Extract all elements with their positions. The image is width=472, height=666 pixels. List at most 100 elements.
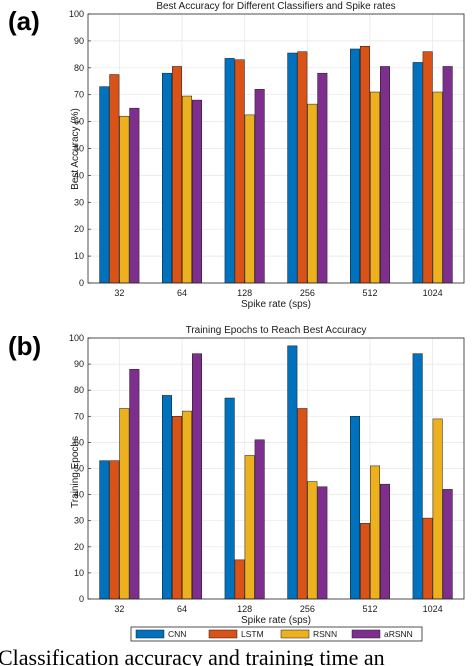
bar-cnn-128	[224, 397, 235, 600]
x-tick-label: 64	[177, 288, 187, 298]
bar-lstm-32	[109, 74, 120, 284]
y-axis-label-b: Training Epochs	[70, 436, 81, 508]
bar-cnn-64	[162, 395, 172, 600]
x-ticks-a: 32 64 128 256 512 1024	[114, 280, 443, 298]
bar-cnn-512	[350, 48, 360, 284]
bar-cnn-1024	[412, 62, 423, 284]
panel-label-b: (b)	[8, 331, 41, 361]
legend-item-lstm: LSTM	[208, 629, 264, 639]
y-tick-label: 90	[74, 36, 84, 46]
bar-arsnn-64	[192, 99, 202, 284]
bar-arsnn-128	[254, 439, 265, 600]
legend-swatch-arsnn	[351, 629, 381, 639]
bar-rsnn-512	[370, 91, 380, 284]
bar-rsnn-32	[119, 408, 130, 600]
bar-rsnn-64	[182, 95, 192, 284]
legend-label-cnn: CNN	[168, 629, 186, 639]
x-tick-label: 32	[114, 604, 124, 614]
y-ticks-a: 0 10 20 30 40 50 60 70 80 90 100	[69, 9, 91, 288]
bar-cnn-256	[287, 52, 298, 284]
x-axis-label-b: Spike rate (sps)	[241, 615, 311, 626]
y-tick-label: 10	[74, 568, 84, 578]
bar-rsnn-256	[307, 103, 318, 284]
bar-cnn-1024	[412, 353, 423, 600]
bar-arsnn-256	[317, 72, 328, 284]
x-tick-label: 256	[300, 604, 315, 614]
bars-b	[99, 345, 453, 600]
y-ticks-b: 0 10 20 30 40 50 60 70 80 90 100	[69, 333, 91, 604]
bar-arsnn-512	[380, 66, 390, 284]
y-tick-label: 70	[74, 411, 84, 421]
panel-b: (b) Training Epochs to Reach Best Accura…	[8, 325, 465, 626]
legend-item-rsnn: RSNN	[280, 629, 337, 639]
legend-item-arsnn: aRSNN	[351, 629, 413, 639]
bar-lstm-256	[297, 408, 308, 600]
bar-cnn-64	[162, 72, 172, 284]
legend-label-lstm: LSTM	[241, 629, 264, 639]
legend-box	[130, 626, 423, 642]
y-tick-label: 80	[74, 385, 84, 395]
y-tick-label: 50	[74, 464, 84, 474]
y-tick-label: 60	[74, 117, 84, 127]
bar-arsnn-64	[192, 353, 202, 600]
bar-rsnn-256	[307, 481, 318, 600]
y-tick-label: 60	[74, 437, 84, 447]
y-tick-label: 90	[74, 359, 84, 369]
y-axis-label-a: Best Accuracy (%)	[70, 108, 81, 190]
y-tick-label: 0	[79, 278, 84, 288]
bar-lstm-128	[234, 559, 245, 600]
x-tick-label: 128	[237, 288, 252, 298]
bar-lstm-256	[297, 51, 308, 284]
bar-lstm-1024	[422, 51, 433, 284]
x-tick-label: 128	[237, 604, 252, 614]
bar-rsnn-128	[244, 114, 255, 284]
y-tick-label: 30	[74, 516, 84, 526]
x-tick-label: 256	[300, 288, 315, 298]
bar-arsnn-1024	[442, 489, 453, 600]
bar-arsnn-256	[317, 486, 328, 600]
y-tick-label: 70	[74, 90, 84, 100]
bar-lstm-64	[172, 416, 182, 600]
legend-label-arsnn: aRSNN	[384, 629, 413, 639]
bar-rsnn-32	[119, 115, 130, 284]
x-tick-label: 512	[362, 604, 377, 614]
bar-arsnn-32	[129, 107, 140, 284]
bar-arsnn-1024	[442, 66, 453, 284]
y-tick-label: 20	[74, 542, 84, 552]
bar-cnn-32	[99, 460, 110, 600]
bar-lstm-32	[109, 460, 120, 600]
legend-swatch-cnn	[135, 629, 165, 639]
legend-swatch-lstm	[208, 629, 238, 639]
bars-a	[99, 46, 453, 284]
bar-rsnn-1024	[432, 418, 443, 600]
y-tick-label: 10	[74, 251, 84, 261]
bar-lstm-128	[234, 59, 245, 284]
legend-label-rsnn: RSNN	[313, 629, 337, 639]
panel-label-a: (a)	[8, 6, 40, 36]
grid-lines-b	[88, 337, 464, 600]
bar-arsnn-128	[254, 89, 265, 284]
y-tick-label: 50	[74, 144, 84, 154]
y-tick-label: 100	[69, 9, 84, 19]
y-tick-label: 100	[69, 333, 84, 343]
x-axis-label-a: Spike rate (sps)	[241, 299, 311, 310]
bar-cnn-256	[287, 345, 298, 600]
bar-rsnn-1024	[432, 91, 443, 284]
figure-caption: Classification accuracy and training tim…	[0, 645, 385, 666]
bar-rsnn-64	[182, 410, 192, 600]
x-tick-label: 1024	[423, 288, 443, 298]
chart-title-b: Training Epochs to Reach Best Accuracy	[186, 325, 367, 336]
bar-rsnn-128	[244, 455, 255, 600]
y-tick-label: 20	[74, 224, 84, 234]
bar-cnn-128	[224, 58, 235, 284]
x-tick-label: 64	[177, 604, 187, 614]
grid-lines-a	[88, 13, 464, 284]
bar-cnn-32	[99, 86, 110, 284]
bar-lstm-512	[360, 523, 370, 600]
legend-item-cnn: CNN	[135, 629, 186, 639]
y-tick-label: 40	[74, 170, 84, 180]
bar-cnn-512	[350, 416, 360, 600]
bar-lstm-64	[172, 66, 182, 284]
y-tick-label: 80	[74, 63, 84, 73]
